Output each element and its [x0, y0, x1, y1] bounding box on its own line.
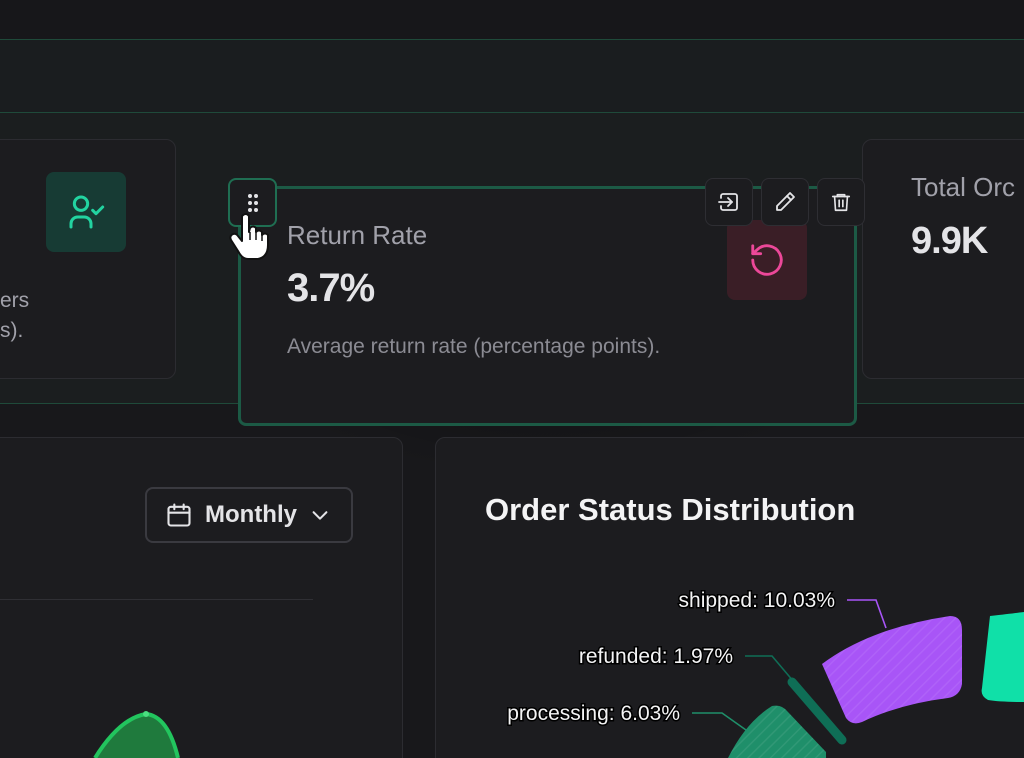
grip-vertical-icon	[247, 193, 258, 212]
description-line: ers	[0, 289, 30, 312]
description-line: s).	[0, 319, 24, 342]
user-check-icon	[69, 195, 105, 229]
period-select[interactable]: Monthly	[145, 487, 353, 543]
top-bar	[0, 0, 1024, 40]
calendar-icon	[167, 503, 191, 527]
trend-chart-card	[0, 437, 403, 758]
delete-card-button[interactable]	[817, 178, 865, 226]
hand-cursor-icon	[229, 213, 269, 260]
kpi-card-title: Return Rate	[287, 220, 428, 250]
kpi-card-description: Average return rate (percentage points).	[287, 335, 661, 358]
header-band	[0, 40, 1024, 113]
kpi-card-value: 9.9K	[911, 220, 988, 262]
rotate-ccw-icon	[751, 244, 783, 276]
period-select-label: Monthly	[205, 501, 297, 528]
trash-icon	[831, 193, 851, 212]
kpi-card-title: Total Orc	[911, 172, 1016, 202]
pencil-icon	[776, 192, 795, 211]
kpi-card-total-orders[interactable]	[862, 139, 1024, 379]
kpi-card-value: 3.7%	[287, 266, 375, 310]
user-check-icon-tile	[46, 172, 126, 252]
rotate-ccw-icon-tile	[727, 220, 807, 300]
drag-handle[interactable]	[228, 178, 277, 227]
chart-title: Order Status Distribution	[485, 492, 856, 527]
move-card-button[interactable]	[705, 178, 753, 226]
log-in-icon	[718, 193, 738, 211]
chevron-down-icon	[312, 511, 328, 520]
edit-card-button[interactable]	[761, 178, 809, 226]
chart-gridline	[0, 599, 313, 600]
order-status-chart-card	[435, 437, 1024, 758]
kpi-card-customers-description: ers s).	[0, 286, 40, 346]
